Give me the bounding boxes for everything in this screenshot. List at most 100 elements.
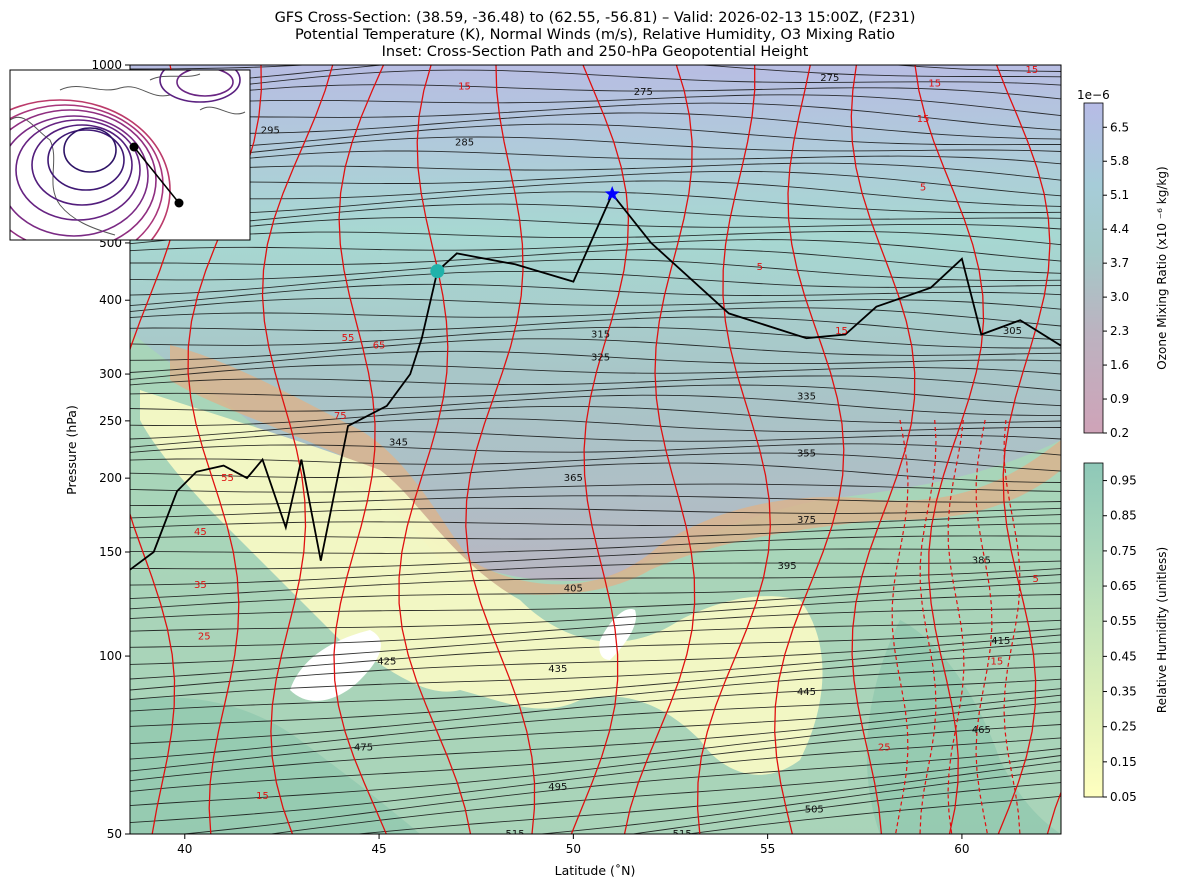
wind-label: 25 <box>878 743 891 754</box>
y-tick-label: 1000 <box>91 58 122 72</box>
ozone-colorbar-tick-label: 6.5 <box>1110 120 1129 134</box>
wind-contour <box>995 65 1051 834</box>
theta-contour <box>130 394 1061 416</box>
rh-colorbar-tick-label: 0.05 <box>1110 790 1137 804</box>
rh-colorbar-tick-label: 0.45 <box>1110 649 1137 663</box>
theta-contour <box>130 430 1061 448</box>
wind-label: 15 <box>1025 65 1038 76</box>
theta-contour <box>130 191 1061 216</box>
theta-contour <box>130 136 1061 164</box>
ozone-colorbar-tick-label: 0.9 <box>1110 392 1129 406</box>
wind-label: 15 <box>256 791 269 802</box>
theta-label: 365 <box>564 473 583 484</box>
y-tick-label: 400 <box>99 293 122 307</box>
theta-contour <box>130 364 1061 380</box>
wind-label: 15 <box>928 79 941 90</box>
theta-label: 435 <box>548 664 567 675</box>
chart-title-line-1: GFS Cross-Section: (38.59, -36.48) to (6… <box>275 10 916 26</box>
theta-label: 375 <box>797 515 816 526</box>
theta-contour <box>130 665 1061 727</box>
rh-colorbar-tick-label: 0.25 <box>1110 720 1137 734</box>
theta-contour <box>130 170 1061 197</box>
theta-contour <box>130 123 1061 151</box>
theta-contour <box>130 535 1061 554</box>
theta-contour <box>130 495 1061 506</box>
wind-contour <box>465 65 536 834</box>
wind-contour <box>261 65 334 834</box>
ozone-colorbar-tick-label: 5.1 <box>1110 188 1129 202</box>
theta-contour <box>130 316 1061 341</box>
wind-label: 5 <box>757 262 763 273</box>
theta-contour <box>130 405 1061 427</box>
theta-contour <box>130 307 1061 327</box>
theta-contour <box>130 582 1061 620</box>
theta-contour <box>130 94 1061 117</box>
rh-colorbar-tick-label: 0.75 <box>1110 544 1137 558</box>
ozone-colorbar-offset: 1e−6 <box>1077 88 1110 102</box>
theta-contour <box>130 574 1061 610</box>
rh-colorbar-tick-label: 0.85 <box>1110 509 1137 523</box>
star-marker <box>604 186 620 201</box>
theta-contour <box>354 761 1061 834</box>
theta-contour <box>130 102 1061 131</box>
theta-label: 345 <box>389 437 408 448</box>
wind-label: 5 <box>1033 574 1039 585</box>
theta-contour <box>685 795 1061 834</box>
ozone-colorbar-tick-label: 5.8 <box>1110 154 1129 168</box>
ozone-colorbar-tick-label: 3.0 <box>1110 290 1129 304</box>
theta-label: 425 <box>377 656 396 667</box>
x-tick-label: 50 <box>566 842 581 856</box>
theta-label: 445 <box>797 687 816 698</box>
wind-contour <box>570 65 630 834</box>
theta-label: 385 <box>972 556 991 567</box>
wind-label: 15 <box>917 114 930 125</box>
theta-contour <box>130 203 1061 230</box>
dry-region <box>140 390 823 775</box>
theta-contour <box>130 248 1061 274</box>
wind-contour <box>774 65 845 834</box>
ozone-colorbar-tick-label: 2.3 <box>1110 324 1129 338</box>
theta-contour <box>130 84 1061 104</box>
theta-contour <box>130 162 1061 181</box>
saturated-region-low <box>130 620 1061 834</box>
theta-contour <box>130 65 1061 72</box>
theta-contour <box>536 769 1061 834</box>
theta-label: 515 <box>673 829 692 840</box>
y-tick-label: 150 <box>99 545 122 559</box>
theta-contour <box>130 711 1061 792</box>
theta-contour <box>130 217 1061 239</box>
wind-label: 15 <box>991 656 1004 667</box>
x-axis-ticks: 40 45 50 55 60 <box>177 834 970 856</box>
theta-contour <box>130 65 1061 86</box>
rh-colorbar-tick-label: 0.55 <box>1110 614 1137 628</box>
theta-contour <box>130 694 1061 772</box>
ozone-colorbar: 1e−6 0.2 0.9 1.6 2.3 3.0 3.7 4.4 5.1 5.8 6.5 Ozon… <box>1077 88 1169 440</box>
x-tick-label: 60 <box>954 842 969 856</box>
x-tick-label: 55 <box>760 842 775 856</box>
rh-colorbar-tick-label: 0.95 <box>1110 474 1137 488</box>
theta-contour <box>130 69 1061 97</box>
theta-contour <box>130 112 1061 140</box>
start-point-marker <box>430 264 445 279</box>
theta-contour <box>130 384 1061 407</box>
theta-contour <box>130 452 1061 472</box>
rh-colorbar: 0.95 0.85 0.75 0.65 0.55 0.45 0.35 0.25 0.15 0.05… <box>1083 462 1169 804</box>
theta-contour <box>130 628 1061 680</box>
theta-contour <box>130 724 1061 807</box>
theta-contour <box>130 652 1061 712</box>
wind-label: 5 <box>920 183 926 194</box>
theta-contour <box>130 231 1061 246</box>
theta-label: 505 <box>805 805 824 816</box>
y-tick-label: 50 <box>107 827 122 841</box>
theta-contour <box>130 634 1061 691</box>
ozone-colorbar-label: Ozone Mixing Ratio (x10 ⁻⁶ kg/kg) <box>1155 166 1169 369</box>
theta-contour <box>130 560 1061 586</box>
rh-colorbar-tick-label: 0.15 <box>1110 755 1137 769</box>
wind-label: 25 <box>198 631 211 642</box>
theta-label: 295 <box>261 125 280 136</box>
inset-path-end <box>129 142 139 152</box>
rh-colorbar-tick-label: 0.65 <box>1110 579 1137 593</box>
wind-label: 35 <box>194 580 207 591</box>
